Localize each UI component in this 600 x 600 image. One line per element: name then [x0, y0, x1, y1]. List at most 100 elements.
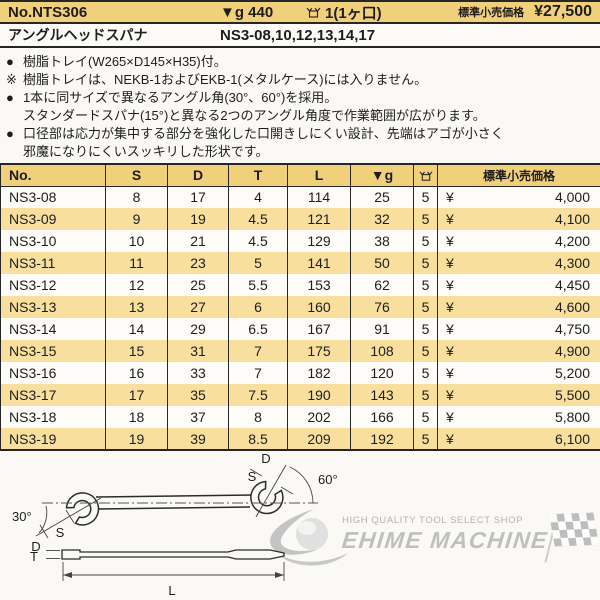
- product-name: アングルヘッドスパナ: [8, 27, 148, 43]
- pack-quantity-label: 1(1ヶ口): [325, 4, 382, 22]
- yen-symbol: ¥: [446, 430, 454, 447]
- cell-s: 13: [105, 296, 168, 318]
- cell-d: 37: [167, 406, 229, 428]
- cell-price: ¥ 4,750: [437, 318, 600, 340]
- bullet-marker: ●: [6, 126, 14, 141]
- product-weight: ▼g 440: [220, 3, 274, 21]
- cell-t: 6: [228, 296, 288, 318]
- label-angle-30: 30°: [12, 509, 32, 524]
- feature-text: 1本に同サイズで異なるアングル角(30°、60°)を採用。: [23, 90, 338, 105]
- cell-l: 167: [287, 318, 351, 340]
- table-row: NS3-19 19 39 8.5 209 192 5 ¥ 6,100: [0, 428, 600, 450]
- bullet-marker: ※: [6, 72, 17, 87]
- cell-d: 29: [167, 318, 229, 340]
- cell-l: 160: [287, 296, 351, 318]
- cell-d: 39: [167, 428, 229, 450]
- cell-s: 16: [105, 362, 168, 384]
- cell-t: 4.5: [228, 230, 288, 252]
- price-value: 6,100: [554, 430, 590, 447]
- cell-l: 202: [287, 406, 351, 428]
- cell-model-no: NS3-13: [0, 296, 106, 318]
- spec-table-body: NS3-08 8 17 4 114 25 5 ¥ 4,000 NS3-09 9 …: [0, 186, 600, 450]
- cell-t: 5: [228, 252, 288, 274]
- cell-weight: 120: [350, 362, 414, 384]
- cell-price: ¥ 4,900: [437, 340, 600, 362]
- bullet-marker: ●: [6, 90, 14, 105]
- cell-t: 7: [228, 340, 288, 362]
- cell-model-no: NS3-19: [0, 428, 106, 450]
- table-row: NS3-12 12 25 5.5 153 62 5 ¥ 4,450: [0, 274, 600, 296]
- cell-model-no: NS3-09: [0, 208, 106, 230]
- cell-l: 129: [287, 230, 351, 252]
- cell-price: ¥ 5,500: [437, 384, 600, 406]
- cell-price: ¥ 4,100: [437, 208, 600, 230]
- cell-weight: 76: [350, 296, 414, 318]
- cell-s: 17: [105, 384, 168, 406]
- price-value: 4,900: [554, 343, 590, 359]
- cell-l: 209: [287, 428, 351, 450]
- bullet-marker: ●: [6, 54, 14, 69]
- column-header-price: 標準小売価格: [437, 164, 600, 187]
- cell-t: 7: [228, 362, 288, 384]
- cell-d: 25: [167, 274, 229, 296]
- table-row: NS3-18 18 37 8 202 166 5 ¥ 5,800: [0, 406, 600, 428]
- cell-price: ¥ 4,300: [437, 252, 600, 274]
- yen-symbol: ¥: [446, 365, 454, 381]
- yen-symbol: ¥: [446, 277, 454, 293]
- cell-d: 21: [167, 230, 229, 252]
- yen-symbol: ¥: [446, 211, 454, 227]
- cell-price: ¥ 5,800: [437, 406, 600, 428]
- cell-d: 17: [167, 186, 229, 208]
- cell-weight: 50: [350, 252, 414, 274]
- yen-symbol: ¥: [446, 299, 454, 315]
- label-s-right: S: [248, 469, 257, 484]
- cell-model-no: NS3-18: [0, 406, 106, 428]
- column-header-weight: ▼g: [350, 164, 414, 187]
- cell-l: 114: [287, 186, 351, 208]
- model-codes: NS3-08,10,12,13,14,17: [220, 26, 376, 44]
- cell-l: 190: [287, 384, 351, 406]
- cell-t: 5.5: [228, 274, 288, 296]
- yen-symbol: ¥: [446, 255, 454, 271]
- cell-l: 153: [287, 274, 351, 296]
- feature-list: ● 樹脂トレイ(W265×D145×H35)付。 ※ 樹脂トレイは、NEKB-1…: [0, 48, 600, 163]
- cell-model-no: NS3-14: [0, 318, 106, 340]
- cell-weight: 32: [350, 208, 414, 230]
- feature-text: スタンダードスパナ(15°)と異なる2つのアングル角度で作業範囲が広がります。: [23, 108, 486, 123]
- cell-price: ¥ 4,600: [437, 296, 600, 318]
- column-header-pack: [413, 164, 438, 187]
- product-header-bar: No.NTS306 ▼g 440 1(1ヶ口) 標準小売価格 ¥27,500: [0, 0, 600, 24]
- cell-price: ¥ 6,100: [437, 428, 600, 450]
- cell-pack-qty: 5: [413, 274, 438, 296]
- swoosh-sphere-icon: [270, 509, 348, 566]
- table-row: NS3-11 11 23 5 141 50 5 ¥ 4,300: [0, 252, 600, 274]
- cell-pack-qty: 5: [413, 384, 438, 406]
- cell-pack-qty: 5: [413, 428, 438, 450]
- cell-pack-qty: 5: [413, 406, 438, 428]
- cell-s: 19: [105, 428, 168, 450]
- cell-price: ¥ 4,200: [437, 230, 600, 252]
- logo-tagline: HIGH QUALITY TOOL SELECT SHOP: [342, 515, 524, 526]
- cell-model-no: NS3-16: [0, 362, 106, 384]
- cell-l: 182: [287, 362, 351, 384]
- cell-l: 175: [287, 340, 351, 362]
- price-value: 4,300: [554, 255, 590, 271]
- column-header-t: T: [228, 164, 288, 187]
- wrench-diagram: D S 60° 30° D S T L: [12, 451, 338, 598]
- cell-pack-qty: 5: [413, 186, 438, 208]
- cell-weight: 91: [350, 318, 414, 340]
- cell-d: 23: [167, 252, 229, 274]
- cell-t: 6.5: [228, 318, 288, 340]
- cell-model-no: NS3-12: [0, 274, 106, 296]
- feature-text: 邪魔になりにくいスッキリした形状です。: [23, 144, 269, 159]
- cell-d: 27: [167, 296, 229, 318]
- table-row: NS3-15 15 31 7 175 108 5 ¥ 4,900: [0, 340, 600, 362]
- cell-d: 19: [167, 208, 229, 230]
- cell-pack-qty: 5: [413, 318, 438, 340]
- cell-price: ¥ 4,450: [437, 274, 600, 296]
- cell-s: 9: [105, 208, 168, 230]
- feature-item: ● 樹脂トレイ(W265×D145×H35)付。: [6, 53, 594, 71]
- table-row: NS3-17 17 35 7.5 190 143 5 ¥ 5,500: [0, 384, 600, 406]
- column-header-no: No.: [0, 164, 106, 187]
- yen-symbol: ¥: [446, 409, 454, 425]
